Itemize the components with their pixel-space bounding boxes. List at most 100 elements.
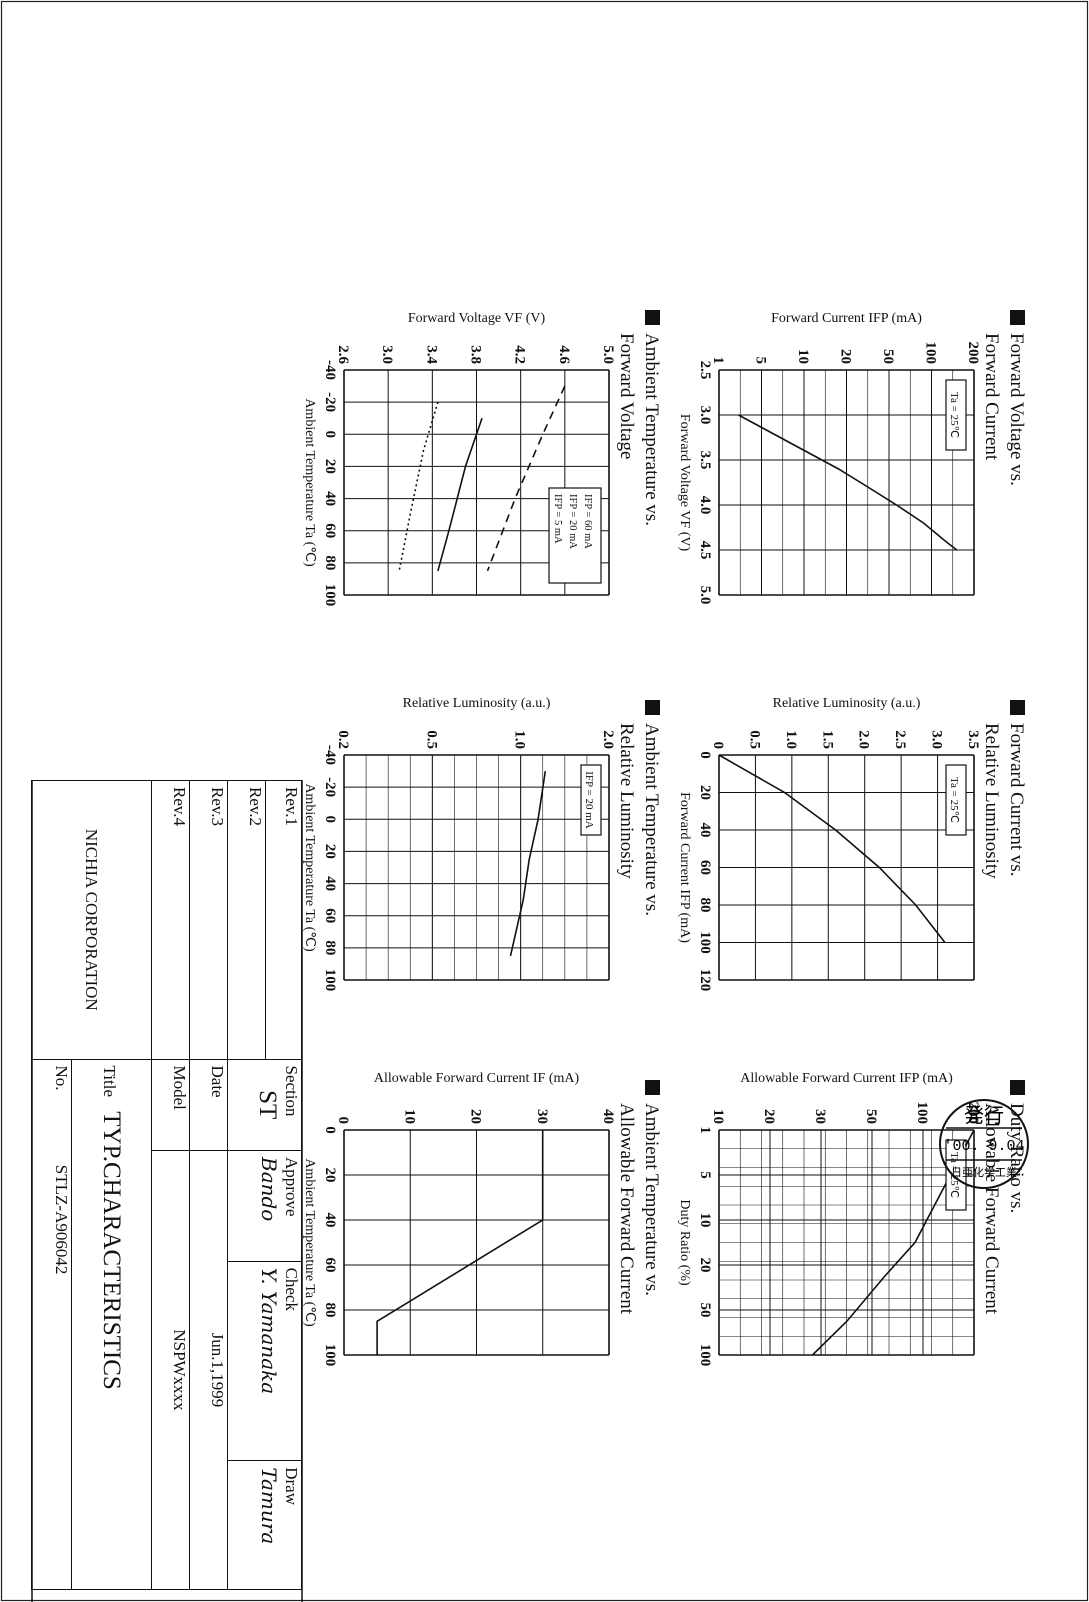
y-tick-label: 1.5 <box>819 730 835 749</box>
x-tick-label: 2.5 <box>697 361 713 380</box>
series-line <box>811 1129 975 1356</box>
y-tick-label: 20 <box>761 1109 777 1124</box>
y-tick-label: 200 <box>965 1102 981 1125</box>
x-tick-label: 80 <box>322 1303 338 1318</box>
chart-fv-if: 2.5 3.0 3.5 4.0 4.5 5.0 200 100 50 20 10 5 1 Forward … <box>677 311 981 604</box>
y-tick-label: 40 <box>600 1109 616 1124</box>
chart-duty: 1 5 10 20 50 100 200 100 50 30 20 10 Duty Ratio (%) A… <box>677 1071 981 1367</box>
y-tick-label: 20 <box>838 349 854 364</box>
y-tick-label: 3.0 <box>929 730 945 749</box>
y-tick-label: 4.6 <box>556 345 572 364</box>
x-tick-label: 0 <box>322 816 338 824</box>
y-tick-label: 3.5 <box>965 730 981 749</box>
y-axis-label: Relative Luminosity (a.u.) <box>773 696 921 711</box>
x-tick-label: 40 <box>322 1213 338 1228</box>
series-line <box>486 385 566 572</box>
y-axis-label: Allowable Forward Current IFP (mA) <box>740 1071 953 1086</box>
x-tick-label: 0 <box>322 1126 338 1134</box>
x-axis-label: Ambient Temperature Ta (℃) <box>302 398 317 567</box>
y-tick-label: 3.0 <box>379 345 395 364</box>
series-line <box>509 770 547 957</box>
y-axis-label: Relative Luminosity (a.u.) <box>403 696 551 711</box>
x-tick-label: 100 <box>322 969 338 992</box>
y-tick-label: 1.0 <box>512 730 528 749</box>
x-tick-label: -40 <box>322 745 338 765</box>
x-tick-label: 120 <box>697 969 713 992</box>
x-tick-label: 20 <box>322 844 338 859</box>
y-axis-label: Allowable Forward Current IF (mA) <box>374 1071 580 1086</box>
stamp-top: 発行 <box>964 1103 1004 1127</box>
x-tick-label: 80 <box>322 940 338 955</box>
y-tick-label: 0 <box>710 742 726 750</box>
y-tick-label: 2.6 <box>335 345 351 364</box>
x-tick-label: 60 <box>322 1258 338 1273</box>
series-line <box>738 414 958 551</box>
x-tick-label: -20 <box>322 777 338 797</box>
condition-label: IFP = 20 mA <box>583 771 595 829</box>
x-tick-label: 100 <box>322 1344 338 1367</box>
x-tick-label: 4.5 <box>697 541 713 560</box>
condition-label: Ta = 25℃ <box>948 392 960 438</box>
x-tick-label: 50 <box>697 1303 713 1318</box>
series-line <box>376 1130 544 1355</box>
x-tick-label: -20 <box>322 392 338 412</box>
x-tick-label: 100 <box>322 584 338 607</box>
x-tick-label: 100 <box>697 1344 713 1367</box>
y-tick-label: 50 <box>880 349 896 364</box>
chart-ta-lum: -40 -20 0 20 40 60 80 100 2.0 1.0 0.5 0.2 Ambient Te… <box>302 696 616 992</box>
condition-box <box>945 764 967 836</box>
y-tick-label: 2.0 <box>856 730 872 749</box>
y-tick-label: 0.5 <box>423 730 439 749</box>
x-axis-label: Forward Current IFP (mA) <box>677 792 692 943</box>
x-tick-label: 20 <box>322 459 338 474</box>
y-tick-label: 0 <box>335 1117 351 1125</box>
y-tick-label: 100 <box>923 342 939 365</box>
y-tick-label: 5 <box>753 357 769 365</box>
x-tick-label: 0 <box>322 431 338 439</box>
x-tick-label: 60 <box>322 523 338 538</box>
series-line <box>437 417 483 572</box>
x-tick-label: 20 <box>322 1168 338 1183</box>
y-tick-label: 10 <box>710 1109 726 1124</box>
x-axis-label: Duty Ratio (%) <box>677 1199 692 1286</box>
x-tick-label: 3.0 <box>697 406 713 425</box>
y-tick-label: 2.5 <box>892 730 908 749</box>
x-tick-label: 0 <box>697 751 713 759</box>
y-axis-label: Forward Current IFP (mA) <box>771 311 922 326</box>
legend-entry: IFP = 5 mA <box>552 494 563 544</box>
x-tick-label: 5 <box>697 1171 713 1179</box>
stamp-date: '00. 9.04 <box>943 1138 1024 1155</box>
x-tick-label: 40 <box>322 876 338 891</box>
issue-stamp: 発行 '00. 9.04 日亜化学工業 <box>939 1099 1029 1189</box>
x-tick-label: 80 <box>697 898 713 913</box>
x-tick-label: 60 <box>322 908 338 923</box>
condition-label: Ta = 25℃ <box>948 777 960 823</box>
x-tick-label: 60 <box>697 860 713 875</box>
series-line <box>718 754 946 943</box>
x-tick-label: 40 <box>697 823 713 838</box>
y-tick-label: 30 <box>812 1109 828 1124</box>
y-tick-label: 4.2 <box>512 345 528 364</box>
x-tick-label: 20 <box>697 785 713 800</box>
y-tick-label: 1.0 <box>783 730 799 749</box>
y-tick-label: 3.4 <box>423 345 439 364</box>
y-tick-label: 10 <box>401 1109 417 1124</box>
chart-if-lum: 0 20 40 60 80 100 120 3.5 3.0 2.5 2.0 1.5 1.0 0.5 0 For… <box>677 696 981 992</box>
x-axis-label: Forward Voltage VF (V) <box>677 414 692 552</box>
x-tick-label: 10 <box>697 1213 713 1228</box>
legend-entry: IFP = 60 mA <box>582 494 593 549</box>
series-line <box>398 401 439 572</box>
stamp-bottom: 日亜化学工業 <box>951 1165 1017 1179</box>
y-tick-label: 2.0 <box>600 730 616 749</box>
y-axis-label: Forward Voltage VF (V) <box>408 311 546 326</box>
x-axis-label: Ambient Temperature Ta (℃) <box>302 1158 317 1327</box>
y-tick-label: 100 <box>914 1102 930 1125</box>
y-tick-label: 0.5 <box>746 730 762 749</box>
condition-box <box>580 764 602 836</box>
x-tick-label: 1 <box>697 1126 713 1134</box>
y-tick-label: 30 <box>534 1109 550 1124</box>
